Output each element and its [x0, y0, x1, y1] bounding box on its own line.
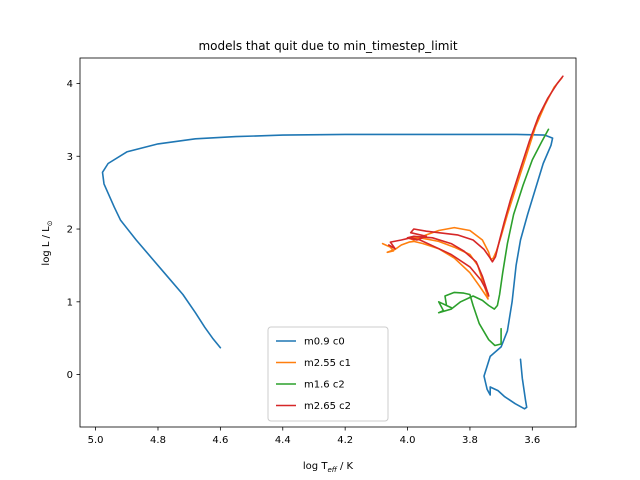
x-tick-label: 4.8 [150, 435, 166, 446]
plot-area [101, 75, 564, 410]
x-axis-title-unit: / K [337, 461, 354, 472]
x-axis-title-main: log T [303, 461, 328, 472]
x-axis: 5.0 4.8 4.6 4.4 4.2 4.0 3.8 3.6 [88, 427, 540, 446]
legend-box [267, 326, 389, 422]
y-tick-label: 2 [67, 225, 73, 236]
y-tick-label: 0 [67, 370, 73, 381]
y-axis: 0 1 2 3 4 [67, 79, 80, 381]
plot-frame [79, 57, 577, 428]
y-tick-label: 4 [67, 79, 73, 90]
y-axis-title: log L / L⊙ [41, 220, 54, 265]
x-tick-label: 3.6 [524, 435, 540, 446]
series-line-2 [437, 128, 550, 347]
legend-label-1: m2.55 c1 [304, 358, 351, 369]
legend-label-0: m0.9 c0 [304, 337, 345, 348]
y-axis-title-main: log L / L [41, 226, 52, 266]
legend-label-3: m2.65 c2 [304, 401, 351, 412]
x-tick-label: 4.4 [275, 435, 291, 446]
chart-title: models that quit due to min_timestep_lim… [198, 39, 457, 53]
y-tick-label: 1 [67, 297, 73, 308]
legend-label-2: m1.6 c2 [304, 380, 345, 391]
x-tick-label: 4.6 [212, 435, 228, 446]
x-tick-label: 4.2 [337, 435, 353, 446]
series-line-3 [388, 75, 564, 297]
legend: m0.9 c0 m2.55 c1 m1.6 c2 m2.65 c2 [267, 326, 389, 422]
x-axis-title-subscript: eff [327, 466, 337, 474]
y-tick-label: 3 [67, 152, 73, 163]
series-line-0 [101, 133, 554, 410]
y-axis-title-subscript: ⊙ [46, 220, 54, 226]
x-tick-label: 5.0 [88, 435, 104, 446]
x-tick-label: 3.8 [462, 435, 478, 446]
x-axis-title: log Teff / K [303, 461, 354, 474]
x-tick-label: 4.0 [400, 435, 416, 446]
